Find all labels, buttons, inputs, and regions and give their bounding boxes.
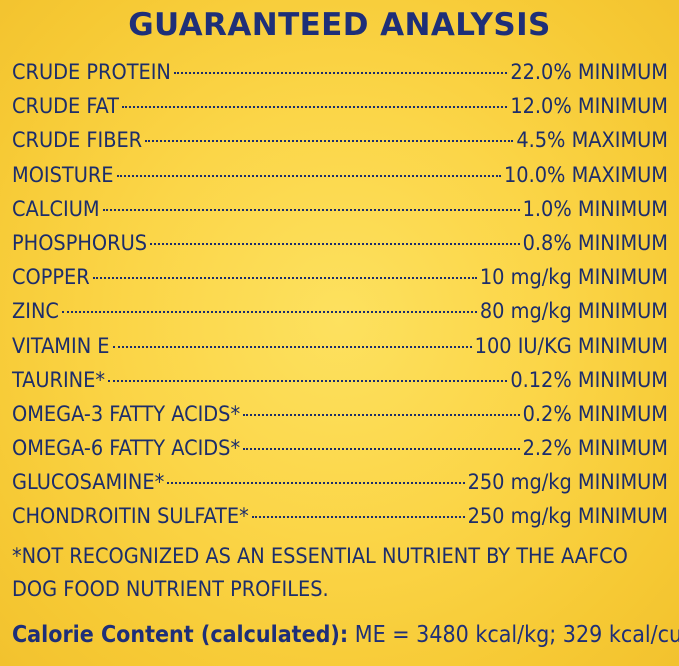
nutrient-value: 0.8% MINIMUM bbox=[522, 230, 668, 256]
analysis-row: ZINC 80 mg/kg MINIMUM bbox=[12, 295, 668, 329]
nutrient-value: 10.0% MAXIMUM bbox=[504, 162, 668, 188]
analysis-row: CRUDE FIBER 4.5% MAXIMUM bbox=[12, 124, 668, 158]
analysis-row: CRUDE PROTEIN 22.0% MINIMUM bbox=[12, 56, 668, 90]
analysis-row: CHONDROITIN SULFATE* 250 mg/kg MINIMUM bbox=[12, 500, 668, 534]
nutrient-value: 0.2% MINIMUM bbox=[522, 401, 668, 427]
nutrient-value: 1.0% MINIMUM bbox=[522, 196, 668, 222]
dot-leader bbox=[121, 106, 508, 109]
panel-title: GUARANTEED ANALYSIS bbox=[128, 7, 551, 43]
dot-leader bbox=[243, 413, 520, 416]
nutrient-name: CRUDE FAT bbox=[12, 94, 119, 120]
analysis-row: CALCIUM 1.0% MINIMUM bbox=[12, 193, 668, 227]
nutrient-name: GLUCOSAMINE* bbox=[12, 470, 165, 496]
analysis-row: OMEGA-3 FATTY ACIDS* 0.2% MINIMUM bbox=[12, 398, 668, 432]
nutrient-value: 12.0% MINIMUM bbox=[510, 94, 668, 120]
analysis-row: CRUDE FAT 12.0% MINIMUM bbox=[12, 90, 668, 124]
analysis-row: PHOSPHORUS 0.8% MINIMUM bbox=[12, 227, 668, 261]
dot-leader bbox=[251, 516, 465, 519]
calorie-content: Calorie Content (calculated): ME = 3480 … bbox=[12, 617, 679, 653]
dot-leader bbox=[92, 277, 477, 280]
analysis-row: MOISTURE 10.0% MAXIMUM bbox=[12, 159, 668, 193]
nutrient-name: MOISTURE bbox=[12, 162, 114, 188]
nutrient-name: OMEGA-3 FATTY ACIDS* bbox=[12, 401, 241, 427]
nutrient-name: PHOSPHORUS bbox=[12, 230, 148, 256]
dot-leader bbox=[167, 482, 465, 485]
nutrient-value: 0.12% MINIMUM bbox=[510, 367, 668, 393]
analysis-row: VITAMIN E 100 IU/KG MINIMUM bbox=[12, 330, 668, 364]
footnote: *NOT RECOGNIZED AS AN ESSENTIAL NUTRIENT… bbox=[12, 544, 628, 602]
nutrient-name: COPPER bbox=[12, 265, 90, 291]
nutrient-name: OMEGA-6 FATTY ACIDS* bbox=[12, 436, 241, 462]
dot-leader bbox=[243, 448, 520, 451]
nutrient-value: 22.0% MINIMUM bbox=[510, 60, 668, 85]
analysis-table: CRUDE PROTEIN 22.0% MINIMUM CRUDE FAT 12… bbox=[12, 56, 668, 535]
nutrient-name: TAURINE* bbox=[12, 367, 106, 393]
dot-leader bbox=[108, 379, 508, 382]
dot-leader bbox=[102, 208, 520, 211]
calorie-label: Calorie Content (calculated): bbox=[12, 622, 349, 648]
calorie-value: ME = 3480 kcal/kg; 329 kcal/cup bbox=[354, 622, 679, 648]
analysis-row: GLUCOSAMINE* 250 mg/kg MINIMUM bbox=[12, 466, 668, 500]
nutrient-name: VITAMIN E bbox=[12, 333, 110, 359]
nutrient-name: CHONDROITIN SULFATE* bbox=[12, 504, 249, 530]
nutrient-value: 250 mg/kg MINIMUM bbox=[467, 470, 668, 496]
nutrient-name: CRUDE PROTEIN bbox=[12, 60, 171, 85]
nutrient-name: CALCIUM bbox=[12, 196, 100, 222]
nutrient-value: 100 IU/KG MINIMUM bbox=[474, 333, 668, 359]
nutrient-value: 80 mg/kg MINIMUM bbox=[479, 299, 668, 325]
dot-leader bbox=[112, 345, 472, 348]
dot-leader bbox=[61, 311, 477, 314]
nutrient-value: 4.5% MAXIMUM bbox=[516, 128, 668, 154]
nutrient-value: 2.2% MINIMUM bbox=[522, 436, 668, 462]
analysis-row: COPPER 10 mg/kg MINIMUM bbox=[12, 261, 668, 295]
nutrient-value: 250 mg/kg MINIMUM bbox=[467, 504, 668, 530]
analysis-row: OMEGA-6 FATTY ACIDS* 2.2% MINIMUM bbox=[12, 432, 668, 466]
analysis-row: TAURINE* 0.12% MINIMUM bbox=[12, 364, 668, 398]
nutrient-name: CRUDE FIBER bbox=[12, 128, 143, 154]
dot-leader bbox=[116, 174, 501, 177]
dot-leader bbox=[173, 72, 508, 74]
dot-leader bbox=[150, 242, 520, 245]
nutrient-name: ZINC bbox=[12, 299, 59, 325]
dot-leader bbox=[145, 140, 514, 143]
nutrient-value: 10 mg/kg MINIMUM bbox=[479, 265, 668, 291]
